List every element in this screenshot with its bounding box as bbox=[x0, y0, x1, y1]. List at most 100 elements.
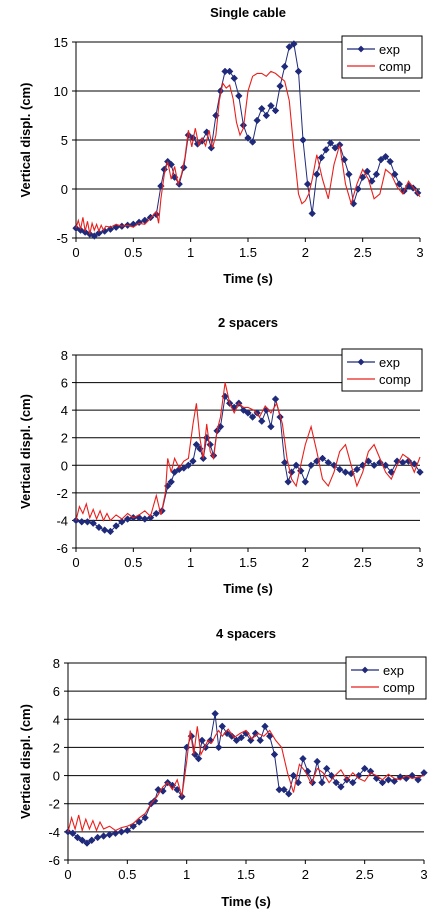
chart-panel-1: Single cable -5 0 5 10 15 0 0.5 1 1.5 2 2.5 3 Time (s… bbox=[18, 5, 424, 286]
data-point-exp bbox=[95, 229, 103, 237]
data-point-exp bbox=[232, 736, 241, 745]
data-point-exp bbox=[90, 232, 99, 240]
data-point-exp bbox=[218, 722, 227, 731]
data-point-exp bbox=[123, 826, 132, 835]
data-point-exp bbox=[335, 465, 344, 474]
data-point-exp bbox=[331, 144, 339, 152]
data-point-exp bbox=[258, 417, 266, 425]
y-tick-label: 4 bbox=[53, 712, 60, 727]
data-point-exp bbox=[180, 464, 188, 472]
data-point-exp bbox=[167, 160, 175, 169]
chart-panel-2: 2 spacers -6 -4 -2 0 2 4 6 8 0 0.5 1 1.5 2 2.5 3 Time (s… bbox=[18, 315, 424, 596]
data-point-exp bbox=[368, 177, 376, 185]
data-point-exp bbox=[299, 754, 307, 763]
data-point-exp bbox=[326, 139, 335, 147]
data-point-exp bbox=[111, 829, 120, 838]
data-point-exp bbox=[262, 111, 271, 120]
legend-box bbox=[341, 35, 423, 79]
data-point-exp bbox=[78, 836, 86, 845]
data-point-exp bbox=[175, 180, 183, 188]
y-tick-label: 15 bbox=[54, 35, 68, 50]
data-point-exp bbox=[141, 814, 149, 822]
legend-box bbox=[345, 656, 427, 700]
data-point-exp bbox=[251, 729, 260, 738]
data-point-exp bbox=[416, 468, 424, 476]
x-tick-label: 2 bbox=[302, 245, 309, 260]
x-tick-label: 1.5 bbox=[239, 555, 257, 570]
data-point-exp bbox=[258, 104, 266, 113]
legend-marker-exp bbox=[357, 45, 365, 53]
data-point-exp bbox=[95, 523, 103, 532]
y-tick-label: 6 bbox=[53, 684, 60, 699]
y-tick-label: 0 bbox=[61, 182, 68, 197]
legend: exp comp bbox=[341, 35, 423, 79]
data-point-exp bbox=[214, 743, 223, 752]
legend: exp comp bbox=[341, 348, 423, 392]
data-point-exp bbox=[141, 216, 149, 225]
y-tick-label: -6 bbox=[48, 853, 60, 868]
x-tick-label: 0 bbox=[72, 245, 79, 260]
data-point-exp bbox=[118, 518, 126, 526]
data-point-exp bbox=[253, 116, 261, 125]
data-point-exp bbox=[106, 225, 115, 233]
x-tick-label: 0 bbox=[64, 867, 71, 882]
legend-label-comp: comp bbox=[379, 59, 411, 74]
data-point-exp bbox=[290, 40, 298, 48]
data-point-exp bbox=[360, 764, 369, 773]
data-point-exp bbox=[341, 468, 350, 476]
data-point-exp bbox=[303, 767, 312, 776]
data-point-exp bbox=[83, 518, 92, 526]
data-point-exp bbox=[372, 170, 381, 179]
data-point-exp bbox=[167, 478, 175, 486]
data-point-exp bbox=[196, 444, 204, 453]
y-tick-label: -2 bbox=[48, 797, 60, 812]
data-point-exp bbox=[363, 167, 372, 176]
data-point-exp bbox=[271, 395, 280, 403]
x-tick-label: 3 bbox=[416, 245, 423, 260]
data-point-exp bbox=[237, 733, 246, 742]
data-point-exp bbox=[349, 778, 357, 787]
y-axis-label: Vertical displ. (cm) bbox=[18, 394, 33, 509]
data-point-exp bbox=[228, 732, 236, 740]
data-point-exp bbox=[223, 729, 231, 738]
data-point-exp bbox=[391, 170, 399, 179]
data-point-exp bbox=[377, 155, 385, 164]
data-point-exp bbox=[239, 406, 248, 414]
data-point-exp bbox=[271, 106, 280, 115]
data-point-exp bbox=[410, 460, 419, 468]
y-tick-label: 6 bbox=[61, 376, 68, 391]
data-point-exp bbox=[267, 422, 275, 431]
data-point-exp bbox=[353, 465, 361, 474]
x-tick-label: 2.5 bbox=[356, 867, 374, 882]
data-point-exp bbox=[313, 170, 321, 179]
y-axis-label: Vertical displ. (cm) bbox=[18, 83, 33, 198]
data-point-exp bbox=[280, 458, 289, 467]
data-point-exp bbox=[270, 750, 279, 759]
data-point-exp bbox=[77, 518, 86, 526]
data-point-exp bbox=[93, 833, 102, 842]
data-point-exp bbox=[105, 830, 114, 839]
data-point-exp bbox=[73, 833, 82, 842]
chart-panel-3: 4 spacers -6 -4 -2 0 2 4 6 8 0 0.5 1 1.5 2 2.5 3 Time (s… bbox=[18, 626, 428, 909]
data-point-exp bbox=[170, 468, 179, 476]
data-point-exp bbox=[307, 461, 315, 470]
legend-label-exp: exp bbox=[383, 663, 404, 678]
data-point-exp bbox=[198, 736, 206, 745]
data-point-exp bbox=[414, 776, 422, 784]
x-axis-label: Time (s) bbox=[223, 581, 273, 596]
y-tick-label: -4 bbox=[48, 825, 60, 840]
data-point-exp bbox=[322, 764, 331, 773]
data-point-exp bbox=[299, 136, 307, 144]
data-point-exp bbox=[192, 440, 201, 449]
x-tick-label: 3 bbox=[420, 867, 427, 882]
data-point-exp bbox=[194, 754, 203, 763]
data-point-exp bbox=[370, 461, 378, 470]
x-tick-label: 1.5 bbox=[239, 245, 257, 260]
y-tick-label: 8 bbox=[53, 656, 60, 671]
data-point-exp bbox=[381, 152, 390, 161]
series-line-comp bbox=[75, 382, 421, 522]
y-tick-label: 2 bbox=[61, 431, 68, 446]
data-point-exp bbox=[261, 722, 269, 731]
y-tick-label: 4 bbox=[61, 403, 68, 418]
data-point-exp bbox=[146, 513, 155, 522]
